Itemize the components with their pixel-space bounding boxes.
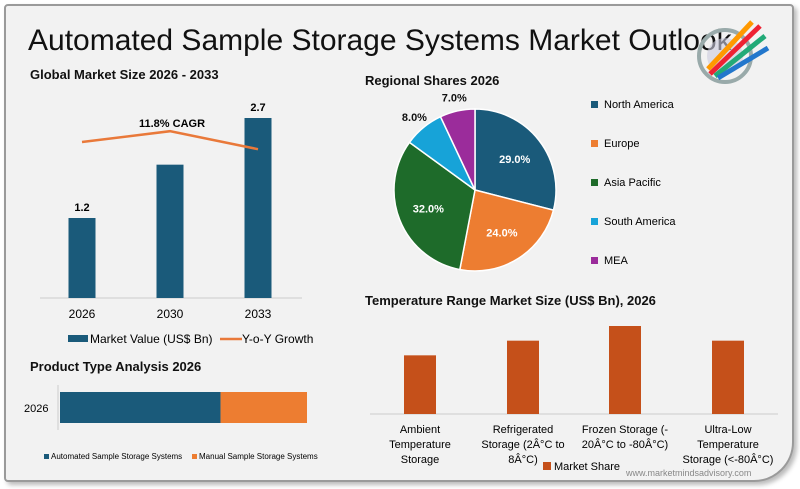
watermark: www.marketmindsadvisory.com	[626, 468, 752, 478]
bar-temperature-2	[609, 326, 641, 414]
x-tick-label: 2033	[245, 307, 272, 321]
pie-label: 24.0%	[486, 227, 517, 239]
pie-label: 32.0%	[413, 203, 444, 215]
yoy-growth-line	[81, 129, 259, 151]
stacked-segment-manual	[220, 392, 307, 423]
logo-icon	[697, 20, 770, 84]
legend-label: Automated Sample Storage Systems	[51, 452, 182, 461]
x-tick-label: 2030	[157, 307, 184, 321]
page-title: Automated Sample Storage Systems Market …	[28, 24, 732, 57]
stacked-segment-automated	[60, 392, 221, 423]
legend-label: Asia Pacific	[604, 177, 661, 189]
bar-temperature-1	[507, 340, 539, 414]
bar-2033	[244, 118, 272, 298]
bar-temperature-0	[404, 355, 436, 414]
pie-slice-mea	[439, 108, 476, 191]
pie-slice-europe	[458, 189, 555, 272]
bar-temperature-3	[712, 340, 744, 414]
x-tick-label: Temperature	[697, 439, 759, 451]
x-tick-label: Temperature	[389, 439, 451, 451]
bar-label: 1.2	[74, 202, 89, 214]
legend-label: North America	[604, 99, 675, 111]
x-tick-label: Storage (2Â°C to	[481, 438, 564, 451]
market-size-title: Global Market Size 2026 - 2033	[30, 67, 219, 82]
y-tick-label: 2026	[24, 403, 48, 415]
legend-label: Market Share	[554, 461, 620, 473]
regional-shares-title: Regional Shares 2026	[365, 73, 500, 88]
x-tick-label: Storage	[401, 454, 440, 466]
legend-swatch	[591, 140, 598, 147]
bar-2026	[68, 218, 96, 298]
pie-label: 7.0%	[442, 92, 467, 104]
product-type-title: Product Type Analysis 2026	[30, 359, 202, 374]
x-tick-label: 8Â°C)	[508, 453, 537, 466]
legend-swatch	[44, 454, 49, 459]
bar-2030	[156, 164, 184, 298]
pie-slice-asia-pacific	[393, 141, 476, 271]
legend-label: Manual Sample Storage Systems	[199, 452, 318, 461]
legend-swatch-market-value	[68, 335, 88, 342]
legend-swatch	[591, 101, 598, 108]
legend-swatch	[543, 462, 551, 470]
x-tick-label: Ambient	[400, 424, 440, 436]
x-tick-label: 2026	[69, 307, 96, 321]
pie-label: 29.0%	[499, 154, 530, 166]
x-tick-label: Refrigerated	[493, 424, 554, 436]
legend-label: South America	[604, 216, 676, 228]
legend-swatch	[591, 179, 598, 186]
legend-label: MEA	[604, 255, 629, 267]
temperature-range-title: Temperature Range Market Size (US$ Bn), …	[365, 293, 656, 308]
legend-label: Market Value (US$ Bn)	[90, 332, 213, 346]
legend-label: Europe	[604, 138, 639, 150]
bar-label: 2.7	[250, 102, 265, 114]
legend-swatch	[192, 454, 197, 459]
legend-swatch	[591, 257, 598, 264]
x-tick-label: Ultra-Low	[704, 424, 751, 436]
pie-slice-north-america	[474, 108, 557, 212]
x-tick-label: Frozen Storage (-	[582, 424, 669, 436]
cagr-annotation: 11.8% CAGR	[139, 118, 205, 130]
legend-swatch	[591, 218, 598, 225]
legend-label: Y-o-Y Growth	[242, 332, 313, 346]
x-tick-label: Storage (<-80Â°C)	[683, 453, 774, 466]
pie-label: 8.0%	[402, 112, 427, 124]
x-tick-label: 20Â°C to -80Â°C)	[582, 438, 668, 451]
